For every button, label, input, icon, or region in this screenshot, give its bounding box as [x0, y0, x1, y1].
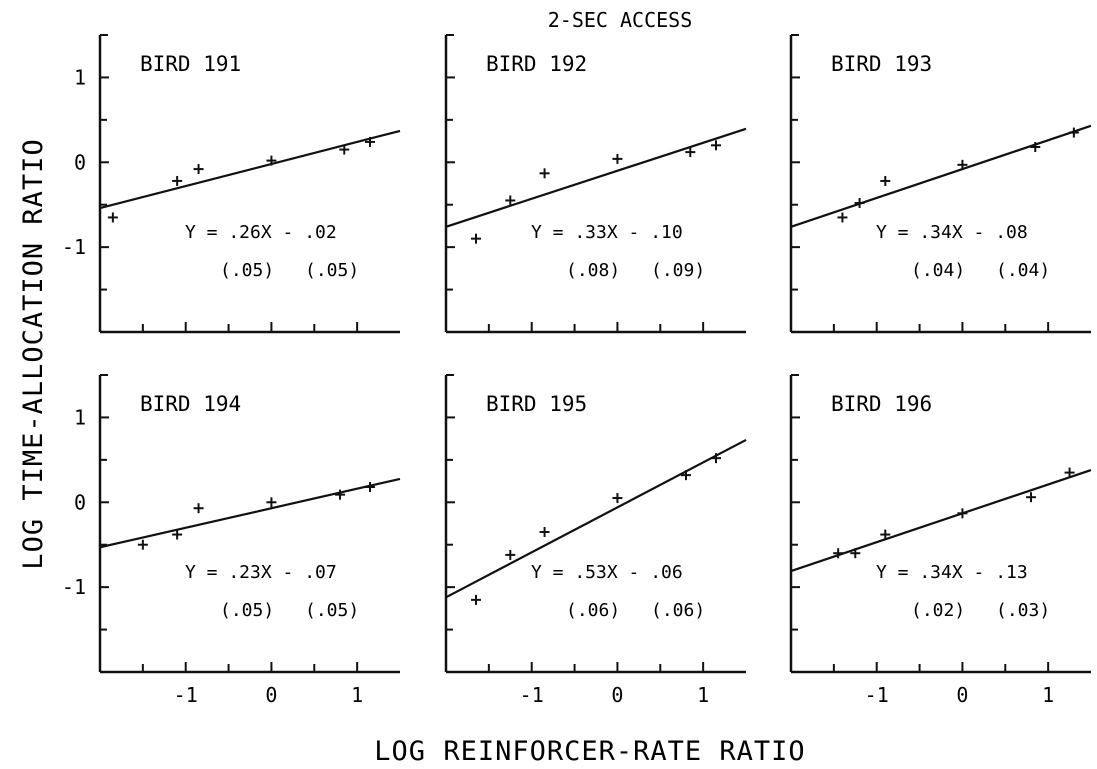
slope-se: (.05)	[220, 260, 274, 281]
data-point	[172, 175, 183, 186]
panel-bird-191: 1 0 -1 BIRD 191 Y = .26X - .02 (.05) (.05)	[62, 34, 401, 334]
panel-label: BIRD 196	[831, 392, 932, 416]
data-point	[471, 594, 481, 605]
regression-line	[445, 127, 747, 228]
data-point	[880, 529, 891, 540]
data-point	[335, 489, 345, 500]
data-point	[505, 195, 516, 206]
data-point	[172, 529, 183, 540]
regression-line	[445, 438, 747, 599]
x-tick-label: 0	[611, 683, 623, 707]
data-point	[711, 140, 721, 151]
fit-equation: Y = .26X - .02	[185, 222, 337, 243]
data-point	[612, 153, 623, 164]
panel-bird-192: BIRD 192 Y = .33X - .10 (.08) (.09)	[444, 34, 747, 334]
y-tick-label: -1	[62, 235, 86, 259]
data-point	[854, 198, 865, 209]
panel-bird-196: -1 0 1 BIRD 196 Y = .34X - .13 (.02) (.03)	[789, 374, 1092, 707]
fit-equation: Y = .23X - .07	[185, 562, 337, 583]
figure-title: 2-SEC ACCESS	[548, 8, 693, 32]
intercept-se: (.05)	[305, 600, 359, 621]
data-point	[957, 159, 968, 170]
panel-label: BIRD 191	[140, 52, 241, 76]
data-point	[539, 526, 550, 537]
data-point	[685, 147, 696, 158]
fit-equation: Y = .34X - .13	[876, 562, 1028, 583]
data-point	[339, 144, 350, 155]
intercept-se: (.05)	[305, 260, 359, 281]
data-point	[880, 175, 891, 186]
data-point	[107, 212, 118, 223]
data-point	[193, 164, 204, 175]
fit-equation: Y = .33X - .10	[531, 222, 683, 243]
data-point	[957, 508, 968, 519]
slope-se: (.05)	[220, 600, 274, 621]
intercept-se: (.09)	[651, 260, 705, 281]
slope-se: (.04)	[911, 260, 965, 281]
panel-grid: 1 0 -1 BIRD 191 Y = .26X - .02 (.05) (.05) BIRD…	[62, 34, 1092, 707]
y-tick-label: -1	[62, 575, 86, 599]
data-point	[833, 548, 844, 559]
data-point	[1026, 492, 1036, 503]
y-tick-label: 0	[74, 150, 86, 174]
data-point	[1068, 127, 1079, 138]
y-axis-title: LOG TIME-ALLOCATION RATIO	[18, 138, 49, 569]
data-point	[711, 453, 721, 464]
panel-label: BIRD 193	[831, 52, 932, 76]
intercept-se: (.06)	[651, 600, 705, 621]
x-tick-label: -1	[865, 683, 889, 707]
regression-line	[790, 124, 1092, 228]
data-point	[505, 549, 516, 560]
x-axis-title: LOG REINFORCER-RATE RATIO	[374, 736, 805, 767]
data-point	[266, 497, 277, 508]
data-point	[1064, 467, 1075, 478]
x-tick-label: 1	[351, 683, 363, 707]
x-tick-label: -1	[174, 683, 198, 707]
x-tick-label: 0	[265, 683, 277, 707]
fit-equation: Y = .53X - .06	[531, 562, 683, 583]
data-point	[193, 503, 204, 514]
x-tick-label: 0	[956, 683, 968, 707]
data-point	[539, 168, 550, 179]
panel-label: BIRD 192	[486, 52, 587, 76]
data-point	[681, 470, 691, 481]
slope-se: (.06)	[566, 600, 620, 621]
y-tick-label: 1	[74, 65, 86, 89]
regression-line	[790, 468, 1092, 573]
data-point	[266, 155, 277, 166]
data-point	[612, 493, 623, 504]
panel-label: BIRD 195	[486, 392, 587, 416]
panel-label: BIRD 194	[140, 392, 241, 416]
panel-bird-195: -1 0 1 BIRD 195 Y = .53X - .06 (.06) (.06)	[444, 374, 747, 707]
data-point	[850, 548, 861, 559]
x-tick-label: 1	[697, 683, 709, 707]
regression-line	[99, 477, 401, 549]
fit-equation: Y = .34X - .08	[876, 222, 1028, 243]
slope-se: (.08)	[566, 260, 620, 281]
panel-bird-194: 1 0 -1 -1 0 1 BIRD 194 Y = .23X - .07 (.05) (.05)	[62, 374, 401, 707]
data-point	[471, 233, 481, 244]
x-tick-label: -1	[520, 683, 544, 707]
data-point	[365, 136, 375, 147]
panel-bird-193: BIRD 193 Y = .34X - .08 (.04) (.04)	[789, 34, 1092, 334]
data-point	[365, 482, 375, 493]
intercept-se: (.03)	[996, 600, 1050, 621]
y-tick-label: 1	[74, 405, 86, 429]
y-tick-label: 0	[74, 490, 86, 514]
slope-se: (.02)	[911, 600, 965, 621]
intercept-se: (.04)	[996, 260, 1050, 281]
x-tick-label: 1	[1042, 683, 1054, 707]
regression-line	[99, 129, 401, 210]
data-point	[137, 539, 148, 550]
data-point	[837, 212, 848, 223]
data-point	[1030, 142, 1041, 153]
